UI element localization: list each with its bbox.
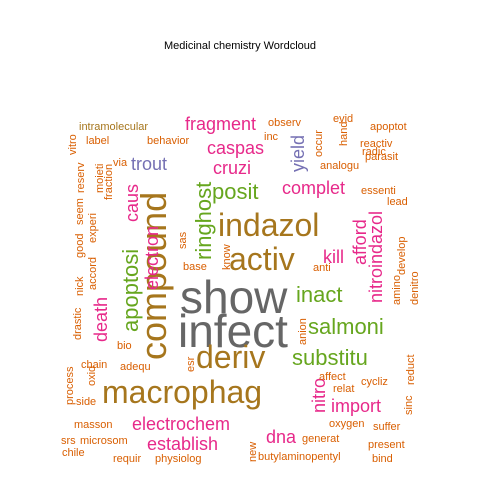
word-observ: observ [268,117,302,129]
word-base: base [183,261,207,273]
word-radic: radic [362,146,386,158]
word-posit: posit [212,179,258,204]
word-fragment: fragment [185,114,256,134]
word-compound: compound [133,192,174,360]
word-evid: evid [333,113,353,125]
word-apoptosi: apoptosi [118,249,143,332]
word-process: process [64,366,76,405]
word-drastic: drastic [72,307,84,340]
word-show: show [180,271,288,323]
word-relat: relat [333,383,354,395]
word-behavior: behavior [147,135,190,147]
word-seem: seem [74,198,86,225]
word-trout: trout [131,154,167,174]
word-substitu: substitu [292,345,368,370]
word-via: via [113,157,128,169]
word-fraction: fraction [103,164,115,200]
word-ringhost: ringhost [191,182,216,260]
word-intramolecular: intramolecular [79,121,148,133]
word-sinc: sinc [403,395,415,415]
word-inact: inact [296,282,342,307]
word-lead: lead [387,196,408,208]
word-parasit: parasit [365,151,398,163]
word-masson: masson [74,419,113,431]
word-yield: yield [288,135,308,172]
word-oxid: oxid [86,366,98,386]
word-sas: sas [177,231,189,249]
word-nick: nick [74,276,86,296]
word-occur: occur [313,130,325,157]
word-apoptot: apoptot [370,121,407,133]
word-srs: srs [61,435,76,447]
word-analogu: analogu [320,160,359,172]
word-reserv: reserv [75,162,87,193]
word-experi: experi [87,213,99,243]
word-macrophag: macrophag [102,374,262,410]
word-anion: anion [297,318,309,345]
word-denitro: denitro [409,271,421,305]
word-activ: activ [229,241,295,277]
word-side: side [76,396,96,408]
word-reactiv: reactiv [360,138,393,150]
word-know: know [221,244,233,270]
word-develop: develop [396,236,408,275]
word-oxygen: oxygen [329,418,364,430]
word-afford: afford [350,219,370,265]
word-kill: kill [323,247,344,267]
word-electrochem: electrochem [132,414,230,434]
word-suffer: suffer [373,421,401,433]
word-requir: requir [113,453,141,465]
word-affect: affect [319,371,346,383]
word-nitro: nitro [309,378,329,413]
word-inc: inc [264,131,279,143]
word-accord: accord [87,257,99,290]
word-anti: anti [313,262,331,274]
word-death: death [91,297,111,342]
word-infect: infect [178,305,288,357]
word-dna: dna [266,427,297,447]
word-microsom: microsom [80,435,128,447]
word-bio: bio [117,340,132,352]
word-electron: electron [142,226,162,290]
word-caus: caus [122,184,142,222]
word-import: import [331,396,381,416]
word-esr: esr [185,356,197,372]
word-amino: amino [391,275,403,305]
word-moieti: moieti [94,164,106,193]
word-complet: complet [282,178,345,198]
word-indazol: indazol [218,207,319,243]
word-salmoni: salmoni [308,314,384,339]
word-physiolog: physiolog [155,453,201,465]
word-chile: chile [62,447,85,459]
word-cycliz: cycliz [361,376,388,388]
word-bind: bind [372,453,393,465]
word-establish: establish [147,434,218,454]
word-hand: hand [338,122,350,146]
word-label: label [86,135,109,147]
word-new: new [247,442,259,462]
word-nitroindazol: nitroindazol [366,211,386,303]
word-essenti: essenti [361,185,396,197]
word-adequ: adequ [120,361,151,373]
word-deriv: deriv [196,339,265,375]
word-butylaminopentyl: butylaminopentyl [258,451,341,463]
word-good: good [74,234,86,258]
word-generat: generat [302,433,339,445]
word-caspas: caspas [207,138,264,158]
word-chain: chain [81,359,107,371]
word-reduct: reduct [405,354,417,385]
word-vitro: vitro [67,134,79,155]
word-cruzi: cruzi [213,158,251,178]
word-present: present [368,439,405,451]
chart-title: Medicinal chemistry Wordcloud [163,40,317,52]
